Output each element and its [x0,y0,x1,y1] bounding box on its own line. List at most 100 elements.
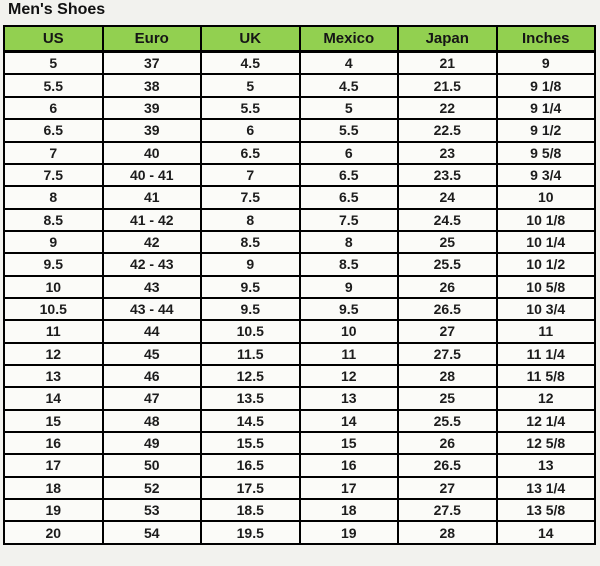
table-cell: 24 [397,185,498,210]
table-cell: 26 [397,430,498,456]
table-row: 5 37 4.5 4 21 9 [3,50,596,76]
table-cell: 11 [3,319,104,344]
table-cell: 6.5 [3,118,104,143]
table-cell: 10 3/4 [495,296,596,322]
table-cell: 14 [495,520,596,545]
table-cell: 6 [200,118,301,143]
table-cell: 19 [3,497,104,523]
table-cell: 11.5 [200,341,301,366]
table-cell: 11 [495,319,596,344]
table-row: 6 39 5.5 5 22 9 1/4 [3,95,596,121]
table-cell: 11 1/4 [495,341,596,366]
table-cell: 7 [200,162,301,188]
table-cell: 23.5 [397,162,498,188]
table-cell: 9.5 [200,274,301,299]
table-cell: 6.5 [298,185,399,210]
table-cell: 16 [3,430,104,456]
table-cell: 28 [397,520,498,545]
table-cell: 5.5 [298,118,399,143]
table-cell: 14 [3,386,104,411]
table-cell: 5.5 [200,95,301,121]
column-header-mexico: Mexico [298,25,399,53]
table-cell: 9.5 [200,296,301,322]
table-cell: 18 [3,475,104,501]
table-cell: 18.5 [200,497,301,523]
table-cell: 6 [298,140,399,165]
table-cell: 43 - 44 [101,296,202,322]
table-cell: 9 3/4 [495,162,596,188]
table-cell: 27.5 [397,497,498,523]
header-row: US Euro UK Mexico Japan Inches [3,25,596,53]
table-cell: 24.5 [397,207,498,232]
table-cell: 5 [3,50,104,76]
table-row: 11 44 10.5 10 27 11 [3,319,596,344]
table-cell: 14.5 [200,408,301,433]
table-row: 10.5 43 - 44 9.5 9.5 26.5 10 3/4 [3,296,596,322]
table-cell: 8.5 [200,229,301,255]
table-cell: 14 [298,408,399,433]
size-table-header: US Euro UK Mexico Japan Inches [3,25,596,53]
table-cell: 17 [298,475,399,501]
table-cell: 15 [3,408,104,433]
table-cell: 42 - 43 [101,252,202,277]
table-cell: 9 [3,229,104,255]
table-cell: 22 [397,95,498,121]
table-cell: 27 [397,319,498,344]
table-cell: 41 [101,185,202,210]
table-cell: 4.5 [200,50,301,76]
table-cell: 13 [3,363,104,389]
table-cell: 12 1/4 [495,408,596,433]
table-row: 6.5 39 6 5.5 22.5 9 1/2 [3,118,596,143]
table-row: 15 48 14.5 14 25.5 12 1/4 [3,408,596,433]
table-cell: 10 1/8 [495,207,596,232]
table-cell: 12 [298,363,399,389]
table-cell: 6 [3,95,104,121]
table-cell: 17.5 [200,475,301,501]
table-row: 16 49 15.5 15 26 12 5/8 [3,430,596,456]
table-row: 17 50 16.5 16 26.5 13 [3,453,596,478]
table-cell: 40 - 41 [101,162,202,188]
table-cell: 12 5/8 [495,430,596,456]
table-cell: 9 [200,252,301,277]
table-cell: 9 [495,50,596,76]
table-row: 7.5 40 - 41 7 6.5 23.5 9 3/4 [3,162,596,188]
table-cell: 5 [200,73,301,98]
table-cell: 12 [3,341,104,366]
table-cell: 7 [3,140,104,165]
table-cell: 7.5 [3,162,104,188]
table-cell: 10.5 [200,319,301,344]
table-cell: 6.5 [298,162,399,188]
table-cell: 9 [298,274,399,299]
table-cell: 19 [298,520,399,545]
table-cell: 8.5 [298,252,399,277]
table-cell: 9.5 [298,296,399,322]
table-cell: 7.5 [200,185,301,210]
table-cell: 27.5 [397,341,498,366]
column-header-euro: Euro [101,25,202,53]
table-cell: 49 [101,430,202,456]
table-cell: 9 1/4 [495,95,596,121]
table-cell: 10 1/4 [495,229,596,255]
table-cell: 8 [298,229,399,255]
column-header-uk: UK [200,25,301,53]
table-cell: 19.5 [200,520,301,545]
table-cell: 27 [397,475,498,501]
table-cell: 26.5 [397,296,498,322]
table-row: 7 40 6.5 6 23 9 5/8 [3,140,596,165]
table-cell: 21.5 [397,73,498,98]
table-row: 13 46 12.5 12 28 11 5/8 [3,363,596,389]
table-row: 19 53 18.5 18 27.5 13 5/8 [3,497,596,523]
table-cell: 41 - 42 [101,207,202,232]
table-cell: 16 [298,453,399,478]
table-cell: 10 [495,185,596,210]
size-table-body: 5 37 4.5 4 21 9 5.5 38 5 4.5 21.5 9 1/8 6 39 5.5 5 22 9 1… [3,50,596,545]
table-cell: 22.5 [397,118,498,143]
table-cell: 10.5 [3,296,104,322]
table-cell: 13 1/4 [495,475,596,501]
table-cell: 47 [101,386,202,411]
table-row: 5.5 38 5 4.5 21.5 9 1/8 [3,73,596,98]
table-cell: 44 [101,319,202,344]
table-cell: 25 [397,386,498,411]
table-cell: 13.5 [200,386,301,411]
table-cell: 15 [298,430,399,456]
